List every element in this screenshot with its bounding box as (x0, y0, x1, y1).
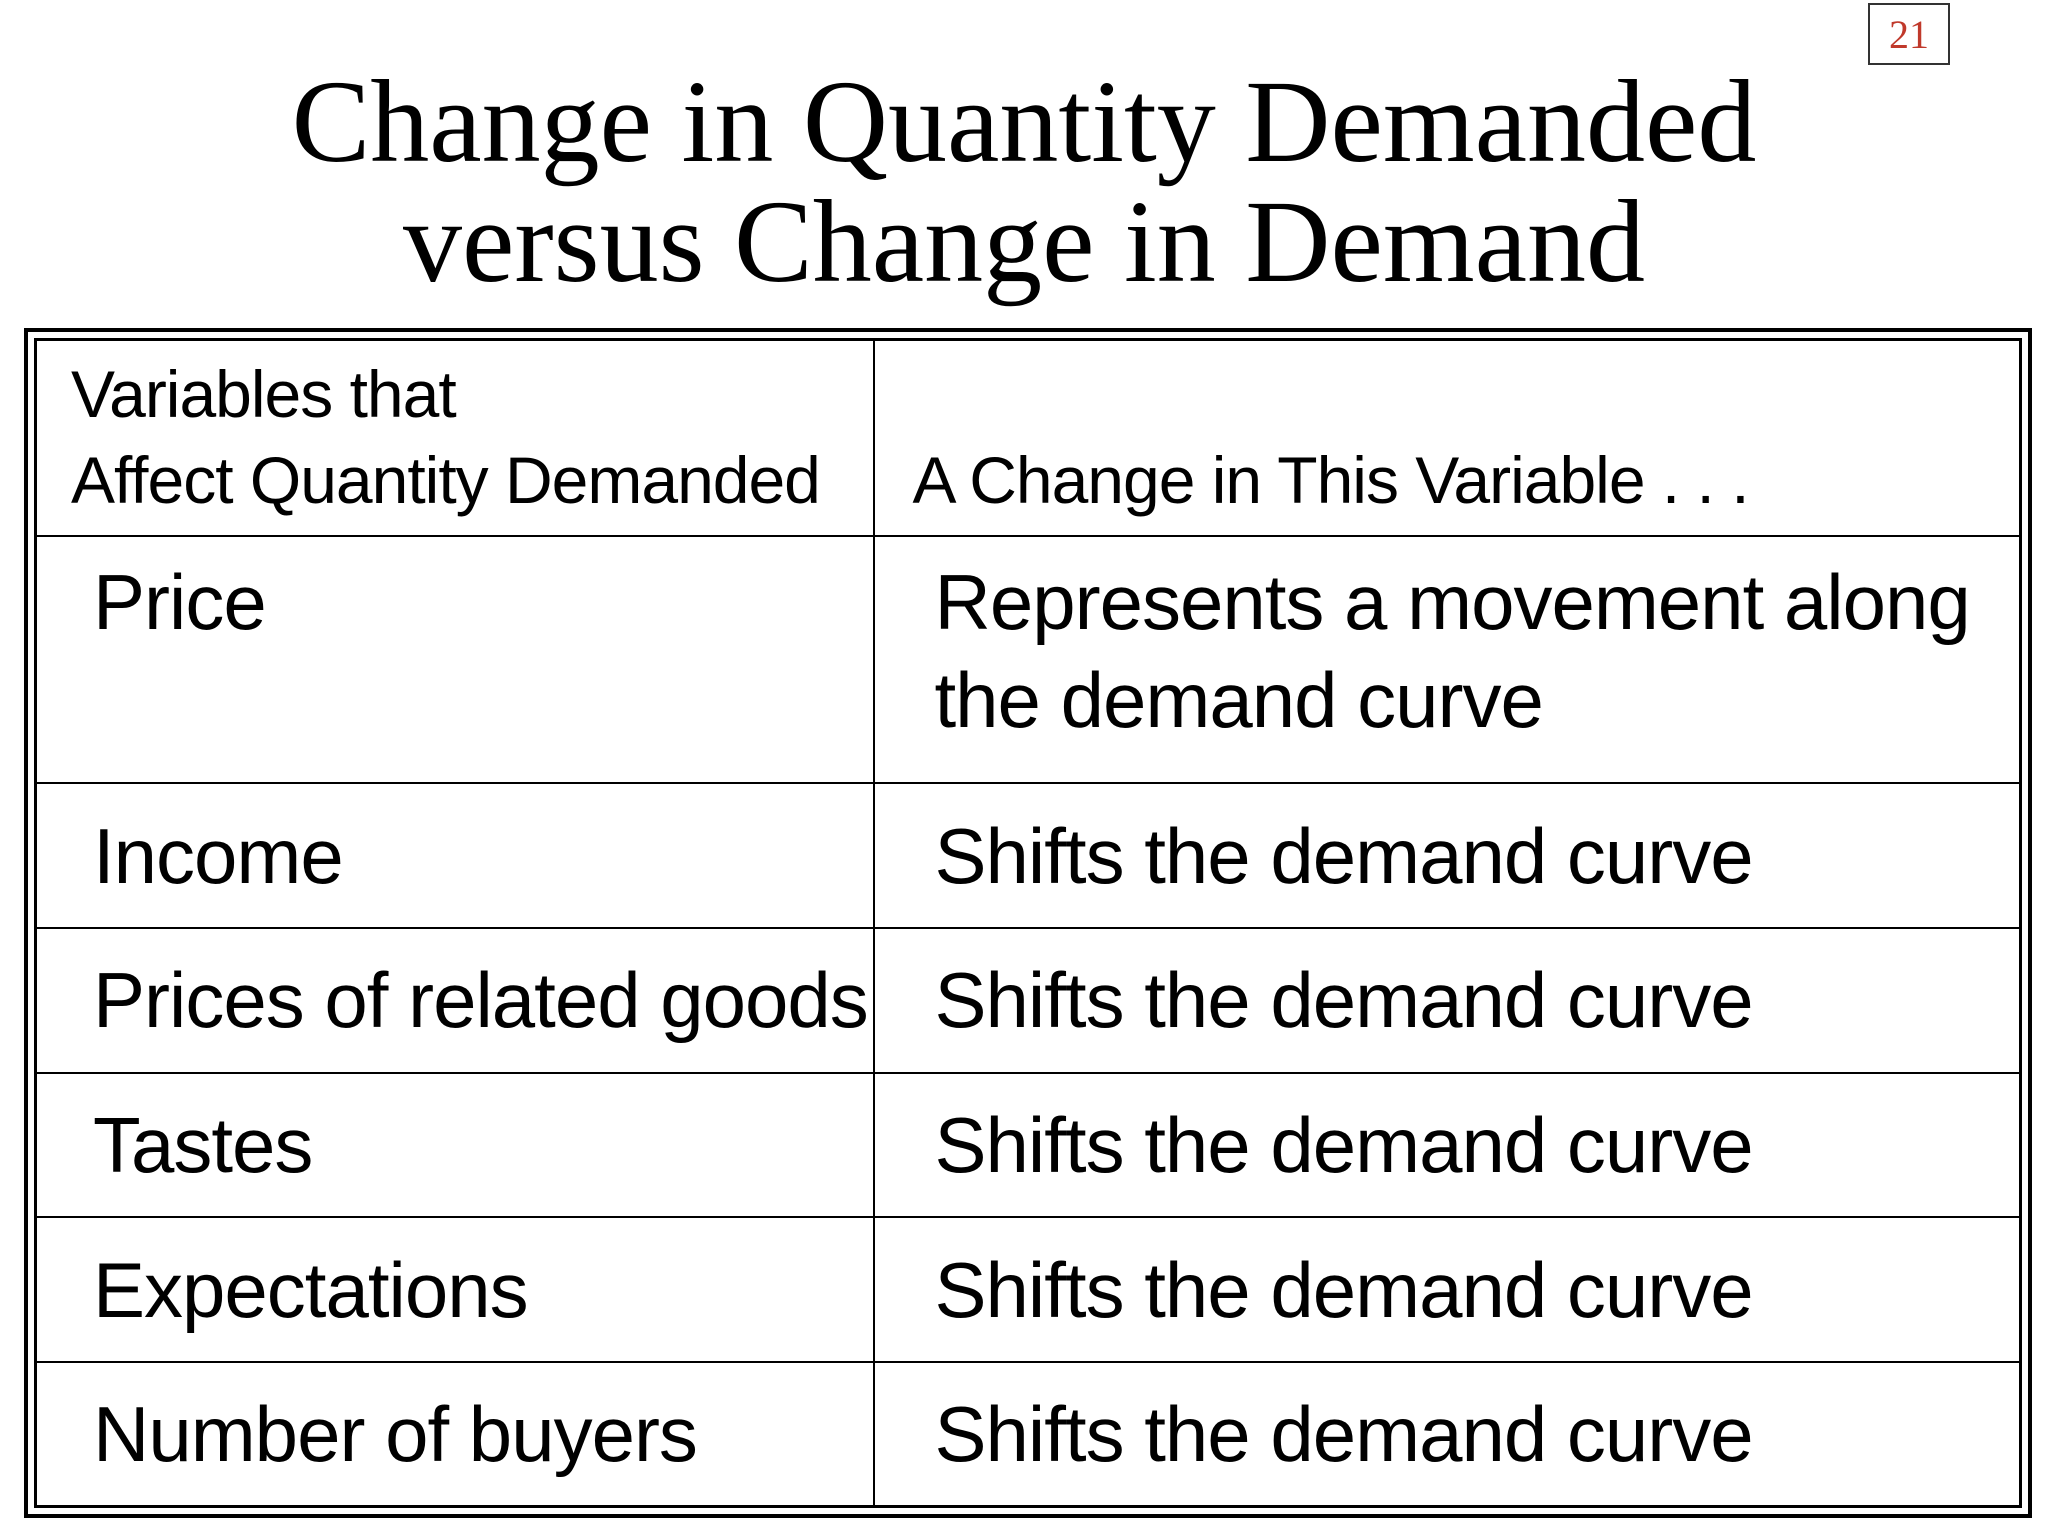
table-frame: Variables that Affect Quantity Demanded … (24, 328, 2032, 1518)
variable-cell: Price (34, 535, 875, 785)
table-row: Tastes Shifts the demand curve (34, 1071, 2022, 1219)
effect-cell: Shifts the demand curve (872, 782, 2022, 929)
effect-cell: Shifts the demand curve (872, 1360, 2022, 1508)
table-row: Price Represents a movement along the de… (34, 535, 2022, 785)
variable-cell: Tastes (34, 1071, 875, 1219)
table-row: Expectations Shifts the demand curve (34, 1216, 2022, 1363)
title-line-2: versus Change in Demand (403, 176, 1645, 307)
table-row: Prices of related goods Shifts the deman… (34, 926, 2022, 1074)
header-variables-line-1: Variables that (71, 357, 457, 432)
title-line-1: Change in Quantity Demanded (291, 56, 1757, 187)
variable-cell: Expectations (34, 1216, 875, 1363)
demand-table: Variables that Affect Quantity Demanded … (34, 338, 2022, 1508)
effect-cell: Shifts the demand curve (872, 1071, 2022, 1219)
table-header-row: Variables that Affect Quantity Demanded … (34, 338, 2022, 538)
table-row: Income Shifts the demand curve (34, 782, 2022, 929)
page-title: Change in Quantity Demanded versus Chang… (0, 62, 2048, 302)
header-variables: Variables that Affect Quantity Demanded (34, 338, 875, 538)
effect-line-2: the demand curve (934, 656, 1544, 745)
effect-cell: Shifts the demand curve (872, 926, 2022, 1074)
effect-line-1: Represents a movement along (934, 558, 1971, 647)
variable-cell: Prices of related goods (34, 926, 875, 1074)
effect-cell: Represents a movement along the demand c… (872, 535, 2022, 785)
header-change: A Change in This Variable . . . (872, 338, 2022, 538)
effect-cell: Shifts the demand curve (872, 1216, 2022, 1363)
variable-cell: Income (34, 782, 875, 929)
table-row: Number of buyers Shifts the demand curve (34, 1360, 2022, 1508)
page-number: 21 (1868, 3, 1950, 65)
variable-cell: Number of buyers (34, 1360, 875, 1508)
header-variables-line-2: Affect Quantity Demanded (71, 443, 821, 518)
